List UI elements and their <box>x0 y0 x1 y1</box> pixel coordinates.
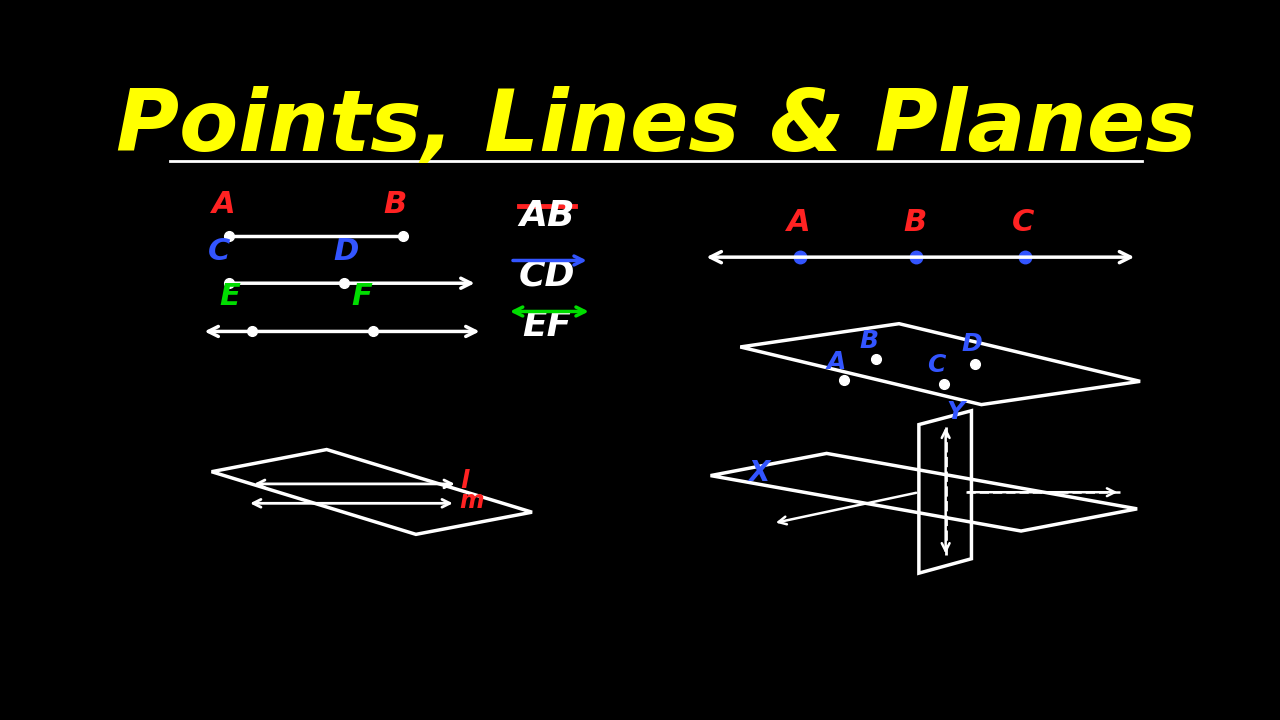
Text: l: l <box>461 469 470 493</box>
Text: CD: CD <box>518 259 575 293</box>
Text: C: C <box>207 237 230 266</box>
Text: C: C <box>1012 207 1034 237</box>
Text: EF: EF <box>522 309 571 343</box>
Text: X: X <box>749 459 769 487</box>
Text: D: D <box>961 333 982 356</box>
Text: A: A <box>787 207 810 237</box>
Text: Y: Y <box>947 400 965 424</box>
Text: B: B <box>383 190 407 219</box>
Text: B: B <box>902 207 927 237</box>
Text: m: m <box>460 489 484 513</box>
Text: B: B <box>859 329 878 353</box>
Text: D: D <box>334 237 358 266</box>
Text: AB: AB <box>520 199 575 233</box>
Text: A: A <box>211 190 236 219</box>
Text: E: E <box>220 282 241 311</box>
Text: F: F <box>352 282 372 311</box>
Text: C: C <box>927 354 945 377</box>
Text: Points, Lines & Planes: Points, Lines & Planes <box>115 86 1197 169</box>
Text: A: A <box>827 350 846 374</box>
